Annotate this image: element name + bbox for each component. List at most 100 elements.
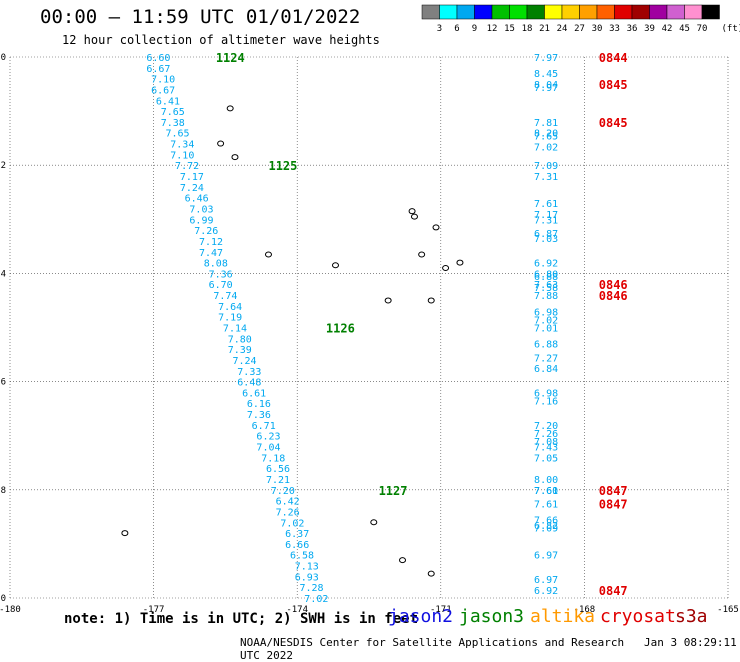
swh-value-label: 7.72 xyxy=(175,161,199,172)
swh-value-label: 7.01 xyxy=(534,324,558,335)
time-label: 1127 xyxy=(379,484,408,498)
footnote: note: 1) Time is in UTC; 2) SWH is in fe… xyxy=(64,611,418,627)
colorbar-swatch xyxy=(492,5,510,19)
colorbar-swatch xyxy=(650,5,668,19)
swh-value-label: 6.99 xyxy=(189,215,213,226)
time-label: 0847 xyxy=(599,584,628,598)
colorbar-label: 15 xyxy=(504,24,515,34)
swh-value-label: 7.10 xyxy=(170,150,194,161)
y-tick-label: 0 xyxy=(1,53,6,63)
colorbar-swatch xyxy=(457,5,475,19)
swh-value-label: 7.02 xyxy=(280,518,304,529)
swh-value-label: 7.21 xyxy=(266,475,290,486)
swh-value-label: 7.65 xyxy=(161,107,185,118)
colorbar-label: 18 xyxy=(522,24,533,34)
swh-value-label: 6.42 xyxy=(276,497,300,508)
time-label: 0844 xyxy=(599,51,628,65)
swh-value-label: 7.04 xyxy=(256,443,280,454)
swh-value-label: 7.05 xyxy=(534,453,558,464)
colorbar-label: 45 xyxy=(679,24,690,34)
swh-value-label: 7.03 xyxy=(534,234,558,245)
x-tick-label: -180 xyxy=(0,605,21,615)
legend-jason2: jason2 xyxy=(388,606,453,627)
swh-value-label: 7.65 xyxy=(165,129,189,140)
swh-value-label: 7.12 xyxy=(199,237,223,248)
swh-value-label: 7.80 xyxy=(228,334,252,345)
island-outline xyxy=(332,263,338,268)
island-outline xyxy=(232,155,238,160)
swh-value-label: 7.31 xyxy=(534,215,558,226)
island-outline xyxy=(385,298,391,303)
island-outline xyxy=(428,571,434,576)
swh-value-label: 6.16 xyxy=(247,399,271,410)
island-outline xyxy=(411,214,417,219)
legend-altika: altika xyxy=(530,606,595,627)
swh-value-label: 7.88 xyxy=(534,291,558,302)
swh-value-label: 7.19 xyxy=(218,313,242,324)
time-label: 0847 xyxy=(599,497,628,511)
colorbar-swatch xyxy=(597,5,615,19)
colorbar-label: 70 xyxy=(697,24,708,34)
time-label: 0847 xyxy=(599,484,628,498)
swh-value-label: 7.33 xyxy=(237,367,261,378)
swh-value-label: 7.34 xyxy=(170,140,194,151)
colorbar-swatch xyxy=(422,5,440,19)
colorbar-swatch xyxy=(632,5,650,19)
island-outline xyxy=(428,298,434,303)
swh-value-label: 7.47 xyxy=(199,248,223,259)
swh-value-label: 6.84 xyxy=(534,364,558,375)
colorbar-swatch xyxy=(545,5,563,19)
swh-value-label: 6.70 xyxy=(209,280,233,291)
colorbar-swatch xyxy=(685,5,703,19)
y-tick-label: -8 xyxy=(0,486,6,496)
swh-value-label: 7.61 xyxy=(534,486,558,497)
colorbar-swatch xyxy=(527,5,545,19)
swh-value-label: 7.17 xyxy=(180,172,204,183)
credit-text: NOAA/NESDIS Center for Satellite Applica… xyxy=(240,636,624,649)
swh-value-label: 6.93 xyxy=(295,572,319,583)
swh-value-label: 7.27 xyxy=(534,353,558,364)
colorbar-swatch xyxy=(667,5,685,19)
time-label: 1126 xyxy=(326,322,355,336)
y-tick-label: -4 xyxy=(0,269,6,279)
swh-value-label: 6.67 xyxy=(151,85,175,96)
swh-value-label: 7.10 xyxy=(151,75,175,86)
colorbar-swatch xyxy=(702,5,720,19)
colorbar-label: 24 xyxy=(557,24,568,34)
swh-value-label: 6.71 xyxy=(252,421,276,432)
island-outline xyxy=(218,141,224,146)
swh-value-label: 7.14 xyxy=(223,324,247,335)
swh-value-label: 6.92 xyxy=(534,259,558,270)
swh-value-label: 7.26 xyxy=(276,507,300,518)
y-tick-label: -6 xyxy=(0,378,6,388)
swh-value-label: 6.46 xyxy=(185,194,209,205)
swh-value-label: 7.43 xyxy=(534,443,558,454)
island-outline xyxy=(409,209,415,214)
swh-value-label: 6.88 xyxy=(534,340,558,351)
swh-value-label: 6.67 xyxy=(146,64,170,75)
time-label: 0845 xyxy=(599,116,628,130)
swh-value-label: 6.37 xyxy=(285,529,309,540)
page-title: 00:00 – 11:59 UTC 01/01/2022 xyxy=(40,6,360,28)
x-tick-label: -165 xyxy=(717,605,739,615)
y-tick-label: -2 xyxy=(0,161,6,171)
colorbar-label: 3 xyxy=(437,24,442,34)
data-marks: 6.606.677.106.676.417.657.387.657.347.10… xyxy=(146,51,627,605)
island-outline xyxy=(371,520,377,525)
island-outline xyxy=(419,252,425,257)
y-tick-label: -10 xyxy=(0,594,6,604)
colorbar-label: 39 xyxy=(644,24,655,34)
swh-value-label: 7.39 xyxy=(228,345,252,356)
swh-value-label: 7.02 xyxy=(534,142,558,153)
island-outline xyxy=(227,106,233,111)
time-label: 1125 xyxy=(268,159,297,173)
swh-value-label: 6.97 xyxy=(534,575,558,586)
swh-value-label: 7.09 xyxy=(534,161,558,172)
time-label: 0846 xyxy=(599,289,628,303)
swh-value-label: 7.03 xyxy=(189,204,213,215)
colorbar-label: 42 xyxy=(662,24,673,34)
colorbar-swatch xyxy=(440,5,458,19)
swh-value-label: 6.97 xyxy=(534,551,558,562)
